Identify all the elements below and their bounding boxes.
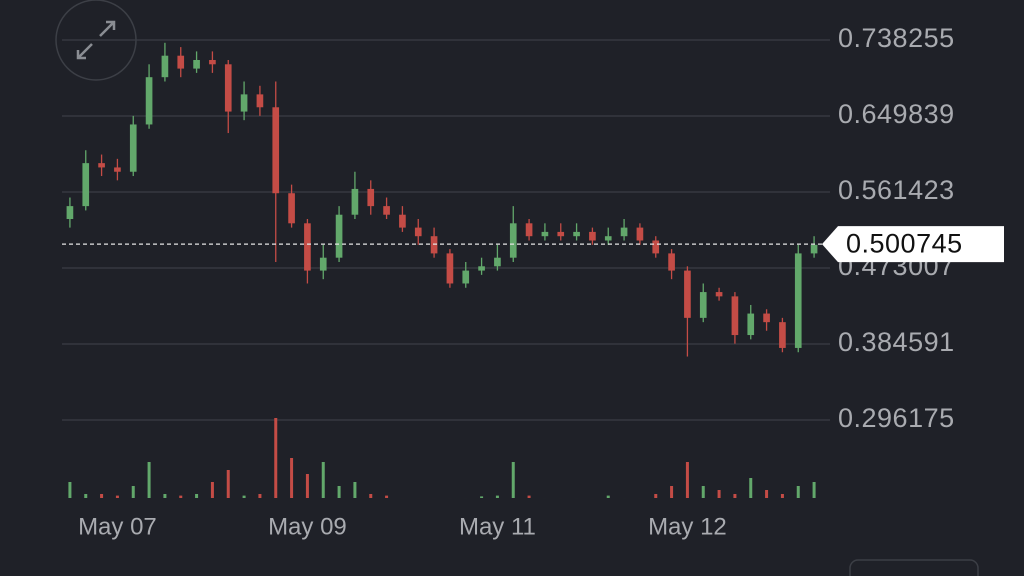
candle-body xyxy=(446,253,454,284)
candle-body xyxy=(509,223,517,258)
candle-body xyxy=(240,94,248,112)
volume-bar xyxy=(226,470,230,498)
candle-body xyxy=(82,163,90,207)
candle-body xyxy=(114,167,121,172)
candle-body xyxy=(794,253,802,348)
x-tick-label: May 07 xyxy=(78,513,157,540)
volume-bar xyxy=(796,486,800,498)
volume-bar xyxy=(321,462,325,498)
candle-body xyxy=(699,292,707,318)
volume-bar xyxy=(84,494,88,498)
candle-body xyxy=(478,266,485,271)
candle-body xyxy=(177,55,185,69)
volume-bar xyxy=(765,490,769,498)
expand-icon[interactable] xyxy=(76,20,116,60)
volume-bar xyxy=(179,495,183,498)
volume-bar xyxy=(305,474,309,498)
y-tick-label: 0.649839 xyxy=(838,99,955,129)
volume-bar xyxy=(115,495,119,498)
volume-bar xyxy=(274,418,278,498)
candle-body xyxy=(256,94,264,108)
volume-bar xyxy=(670,486,674,498)
candle-body xyxy=(810,244,818,254)
candle-body xyxy=(351,188,359,215)
volume-bar xyxy=(685,462,689,498)
volume-bar xyxy=(163,494,167,498)
last-price-tag xyxy=(822,226,1004,263)
volume-bar xyxy=(812,482,816,498)
candle-body xyxy=(747,313,755,336)
candle-body xyxy=(304,223,311,271)
volume-bar xyxy=(527,495,531,498)
candle-body xyxy=(462,270,470,284)
candle-body xyxy=(399,214,406,228)
volume-bar xyxy=(100,494,104,498)
y-tick-label: 0.296175 xyxy=(838,403,955,433)
candle-body xyxy=(589,231,596,241)
candle-body xyxy=(224,64,232,112)
candle-body xyxy=(557,231,565,237)
candle-body xyxy=(525,223,533,237)
candle-body xyxy=(573,231,580,237)
volume-bar xyxy=(369,494,373,498)
candle-body xyxy=(541,231,549,237)
y-tick-label: 0.384591 xyxy=(838,327,955,357)
x-tick-label: May 09 xyxy=(268,513,347,540)
volume-bar xyxy=(68,482,72,498)
volume-bar xyxy=(131,486,135,498)
y-tick-label: 0.561423 xyxy=(838,175,955,205)
candle-body xyxy=(414,227,422,237)
candle-body xyxy=(494,257,501,267)
candle-body xyxy=(319,257,327,271)
volume-bar xyxy=(258,494,262,498)
candle-body xyxy=(272,107,280,194)
last-price-label: 0.500745 xyxy=(846,228,963,258)
volume-bar xyxy=(701,486,705,498)
candle-body xyxy=(335,214,343,258)
candle-body xyxy=(367,188,375,207)
candle-body xyxy=(98,163,105,168)
volume-bar xyxy=(749,478,753,498)
volume-bar xyxy=(337,486,341,498)
volume-bar xyxy=(733,494,737,498)
volume-bar xyxy=(495,495,499,498)
volume-bar xyxy=(717,490,721,498)
candle-body xyxy=(731,296,739,336)
candle-body xyxy=(779,322,786,348)
volume-bar xyxy=(353,482,357,498)
volume-bar xyxy=(511,462,515,498)
candle-body xyxy=(145,77,153,125)
candle-body xyxy=(129,124,137,172)
candle-body xyxy=(209,59,216,65)
volume-bar xyxy=(147,462,151,498)
candle-body xyxy=(161,55,169,78)
candle-body xyxy=(715,292,723,297)
candle-body xyxy=(383,206,390,215)
volume-bar xyxy=(780,494,784,498)
volume-bar xyxy=(480,496,484,498)
volume-bar xyxy=(385,495,389,498)
y-tick-label: 0.738255 xyxy=(838,23,955,53)
candle-body xyxy=(668,253,675,271)
volume-bar xyxy=(606,495,610,498)
candle-body xyxy=(684,270,691,318)
volume-bar xyxy=(242,495,246,498)
candle-body xyxy=(66,206,74,220)
bottom-button[interactable] xyxy=(849,559,979,576)
candle-body xyxy=(604,236,612,241)
volume-bar xyxy=(290,458,294,498)
x-tick-label: May 11 xyxy=(459,513,536,540)
candle-body xyxy=(636,227,644,241)
candle-body xyxy=(288,193,295,224)
candle-body xyxy=(620,227,628,237)
candle-body xyxy=(652,240,660,254)
volume-bar xyxy=(195,494,199,498)
candle-body xyxy=(193,59,200,69)
candle-body xyxy=(763,313,770,323)
volume-bar xyxy=(654,494,658,498)
volume-bar xyxy=(210,482,214,498)
x-tick-label: May 12 xyxy=(648,513,727,540)
